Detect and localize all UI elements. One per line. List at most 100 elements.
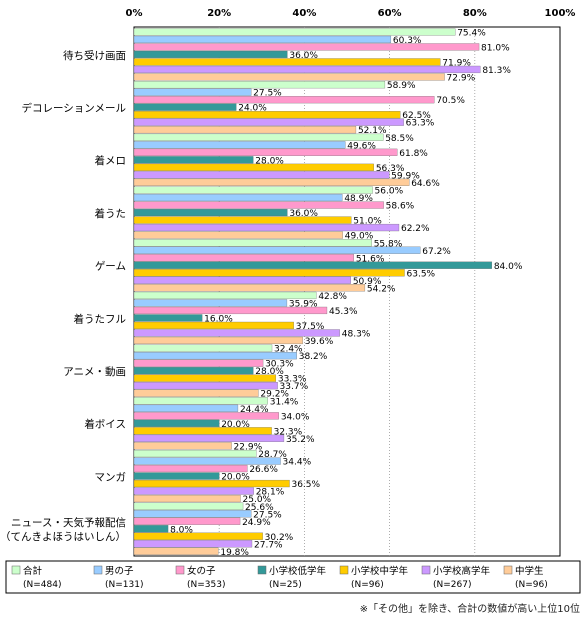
data-label: 67.2%	[422, 247, 451, 257]
legend-n: (N=96)	[351, 580, 384, 590]
data-label: 20.0%	[221, 420, 250, 430]
data-label: 27.5%	[253, 510, 282, 520]
bar	[133, 344, 273, 352]
legend-swatch	[93, 565, 103, 575]
data-label: 50.9%	[353, 277, 382, 287]
data-label: 36.0%	[289, 209, 318, 219]
category-label: 着ボイス	[84, 418, 126, 431]
legend-swatch	[175, 565, 185, 575]
data-label: 25.6%	[245, 503, 274, 513]
category-label: 待ち受け画面	[63, 49, 126, 62]
bar	[133, 479, 290, 488]
data-label: 37.5%	[296, 322, 325, 332]
x-tick-label: 40%	[292, 8, 316, 19]
data-label: 62.5%	[402, 111, 431, 121]
bar	[133, 532, 263, 540]
x-tick-label: 80%	[463, 8, 487, 19]
data-label: 64.6%	[411, 179, 440, 189]
data-label: 36.0%	[289, 51, 318, 61]
category-label: ニュース・天気予報配信	[11, 516, 126, 529]
bar	[133, 547, 219, 555]
data-label: 27.7%	[254, 540, 283, 550]
data-label: 33.3%	[278, 375, 307, 385]
bar	[133, 389, 259, 397]
legend-swatch	[257, 565, 267, 575]
bar	[133, 261, 492, 269]
data-label: 36.5%	[291, 480, 320, 490]
bar	[133, 540, 253, 548]
data-label: 62.2%	[401, 224, 430, 234]
category-label: マンガ	[95, 471, 127, 483]
bar	[133, 306, 328, 315]
data-label: 55.8%	[374, 239, 403, 249]
data-label: 26.6%	[249, 465, 278, 475]
bar	[133, 419, 220, 427]
bar	[133, 291, 317, 300]
data-label: 48.3%	[342, 330, 371, 340]
bar	[133, 367, 254, 375]
category-label: ゲーム	[95, 261, 126, 273]
data-label: 81.3%	[482, 66, 511, 76]
data-label: 71.9%	[442, 59, 471, 69]
legend-label: 中学生	[515, 565, 544, 577]
legend-label: 小学校高学年	[433, 565, 491, 577]
legend-n: (N=353)	[187, 580, 225, 590]
bar	[133, 58, 441, 66]
bar	[133, 126, 357, 134]
legend-n: (N=25)	[269, 580, 302, 590]
data-label: 8.0%	[170, 525, 193, 535]
bar	[133, 284, 366, 292]
x-tick-label: 60%	[378, 8, 402, 19]
bar	[133, 510, 252, 518]
data-label: 72.9%	[447, 74, 476, 84]
data-label: 32.4%	[274, 345, 303, 355]
bar	[133, 269, 405, 277]
data-label: 34.0%	[281, 412, 310, 422]
data-label: 58.5%	[385, 134, 414, 144]
data-label: 58.6%	[386, 202, 415, 212]
data-label: 51.0%	[353, 217, 382, 227]
data-label: 81.0%	[481, 44, 510, 54]
bar	[133, 517, 241, 525]
legend-swatch	[503, 565, 513, 575]
data-label: 52.1%	[358, 126, 387, 136]
data-label: 35.9%	[289, 300, 318, 310]
data-label: 28.0%	[255, 156, 284, 166]
data-label: 25.0%	[243, 495, 272, 505]
bar	[133, 28, 456, 36]
bar	[133, 374, 277, 382]
category-label: （てんきよほうはいしん）	[0, 531, 126, 543]
data-label: 31.4%	[270, 397, 299, 407]
bar	[133, 494, 241, 503]
data-label: 19.8%	[220, 548, 249, 558]
bar	[133, 178, 410, 186]
bar	[133, 81, 386, 89]
x-tick-label: 20%	[207, 8, 231, 19]
legend-n: (N=131)	[105, 580, 143, 590]
bar	[133, 141, 346, 149]
bar	[133, 352, 297, 360]
data-label: 49.6%	[347, 141, 376, 151]
bar	[133, 111, 401, 119]
data-label: 45.3%	[329, 307, 358, 317]
plot-frame	[133, 26, 561, 557]
data-label: 75.4%	[457, 29, 486, 39]
bar	[133, 412, 279, 420]
bar	[133, 382, 278, 390]
data-label: 58.9%	[387, 81, 416, 91]
data-label: 16.0%	[204, 315, 233, 325]
category-label: 着メロ	[95, 154, 127, 167]
bar	[133, 404, 239, 412]
footnote: ※「その他」を除き、合計の数値が高い上位10位	[359, 604, 580, 615]
bar	[133, 464, 248, 473]
bar	[133, 239, 372, 247]
bar	[133, 156, 254, 164]
bar	[133, 487, 254, 495]
bar	[133, 148, 398, 156]
legend-n: (N=96)	[515, 580, 548, 590]
bar	[133, 525, 169, 533]
data-label: 49.0%	[345, 232, 374, 242]
data-label: 56.3%	[376, 164, 405, 174]
bar	[133, 35, 392, 44]
